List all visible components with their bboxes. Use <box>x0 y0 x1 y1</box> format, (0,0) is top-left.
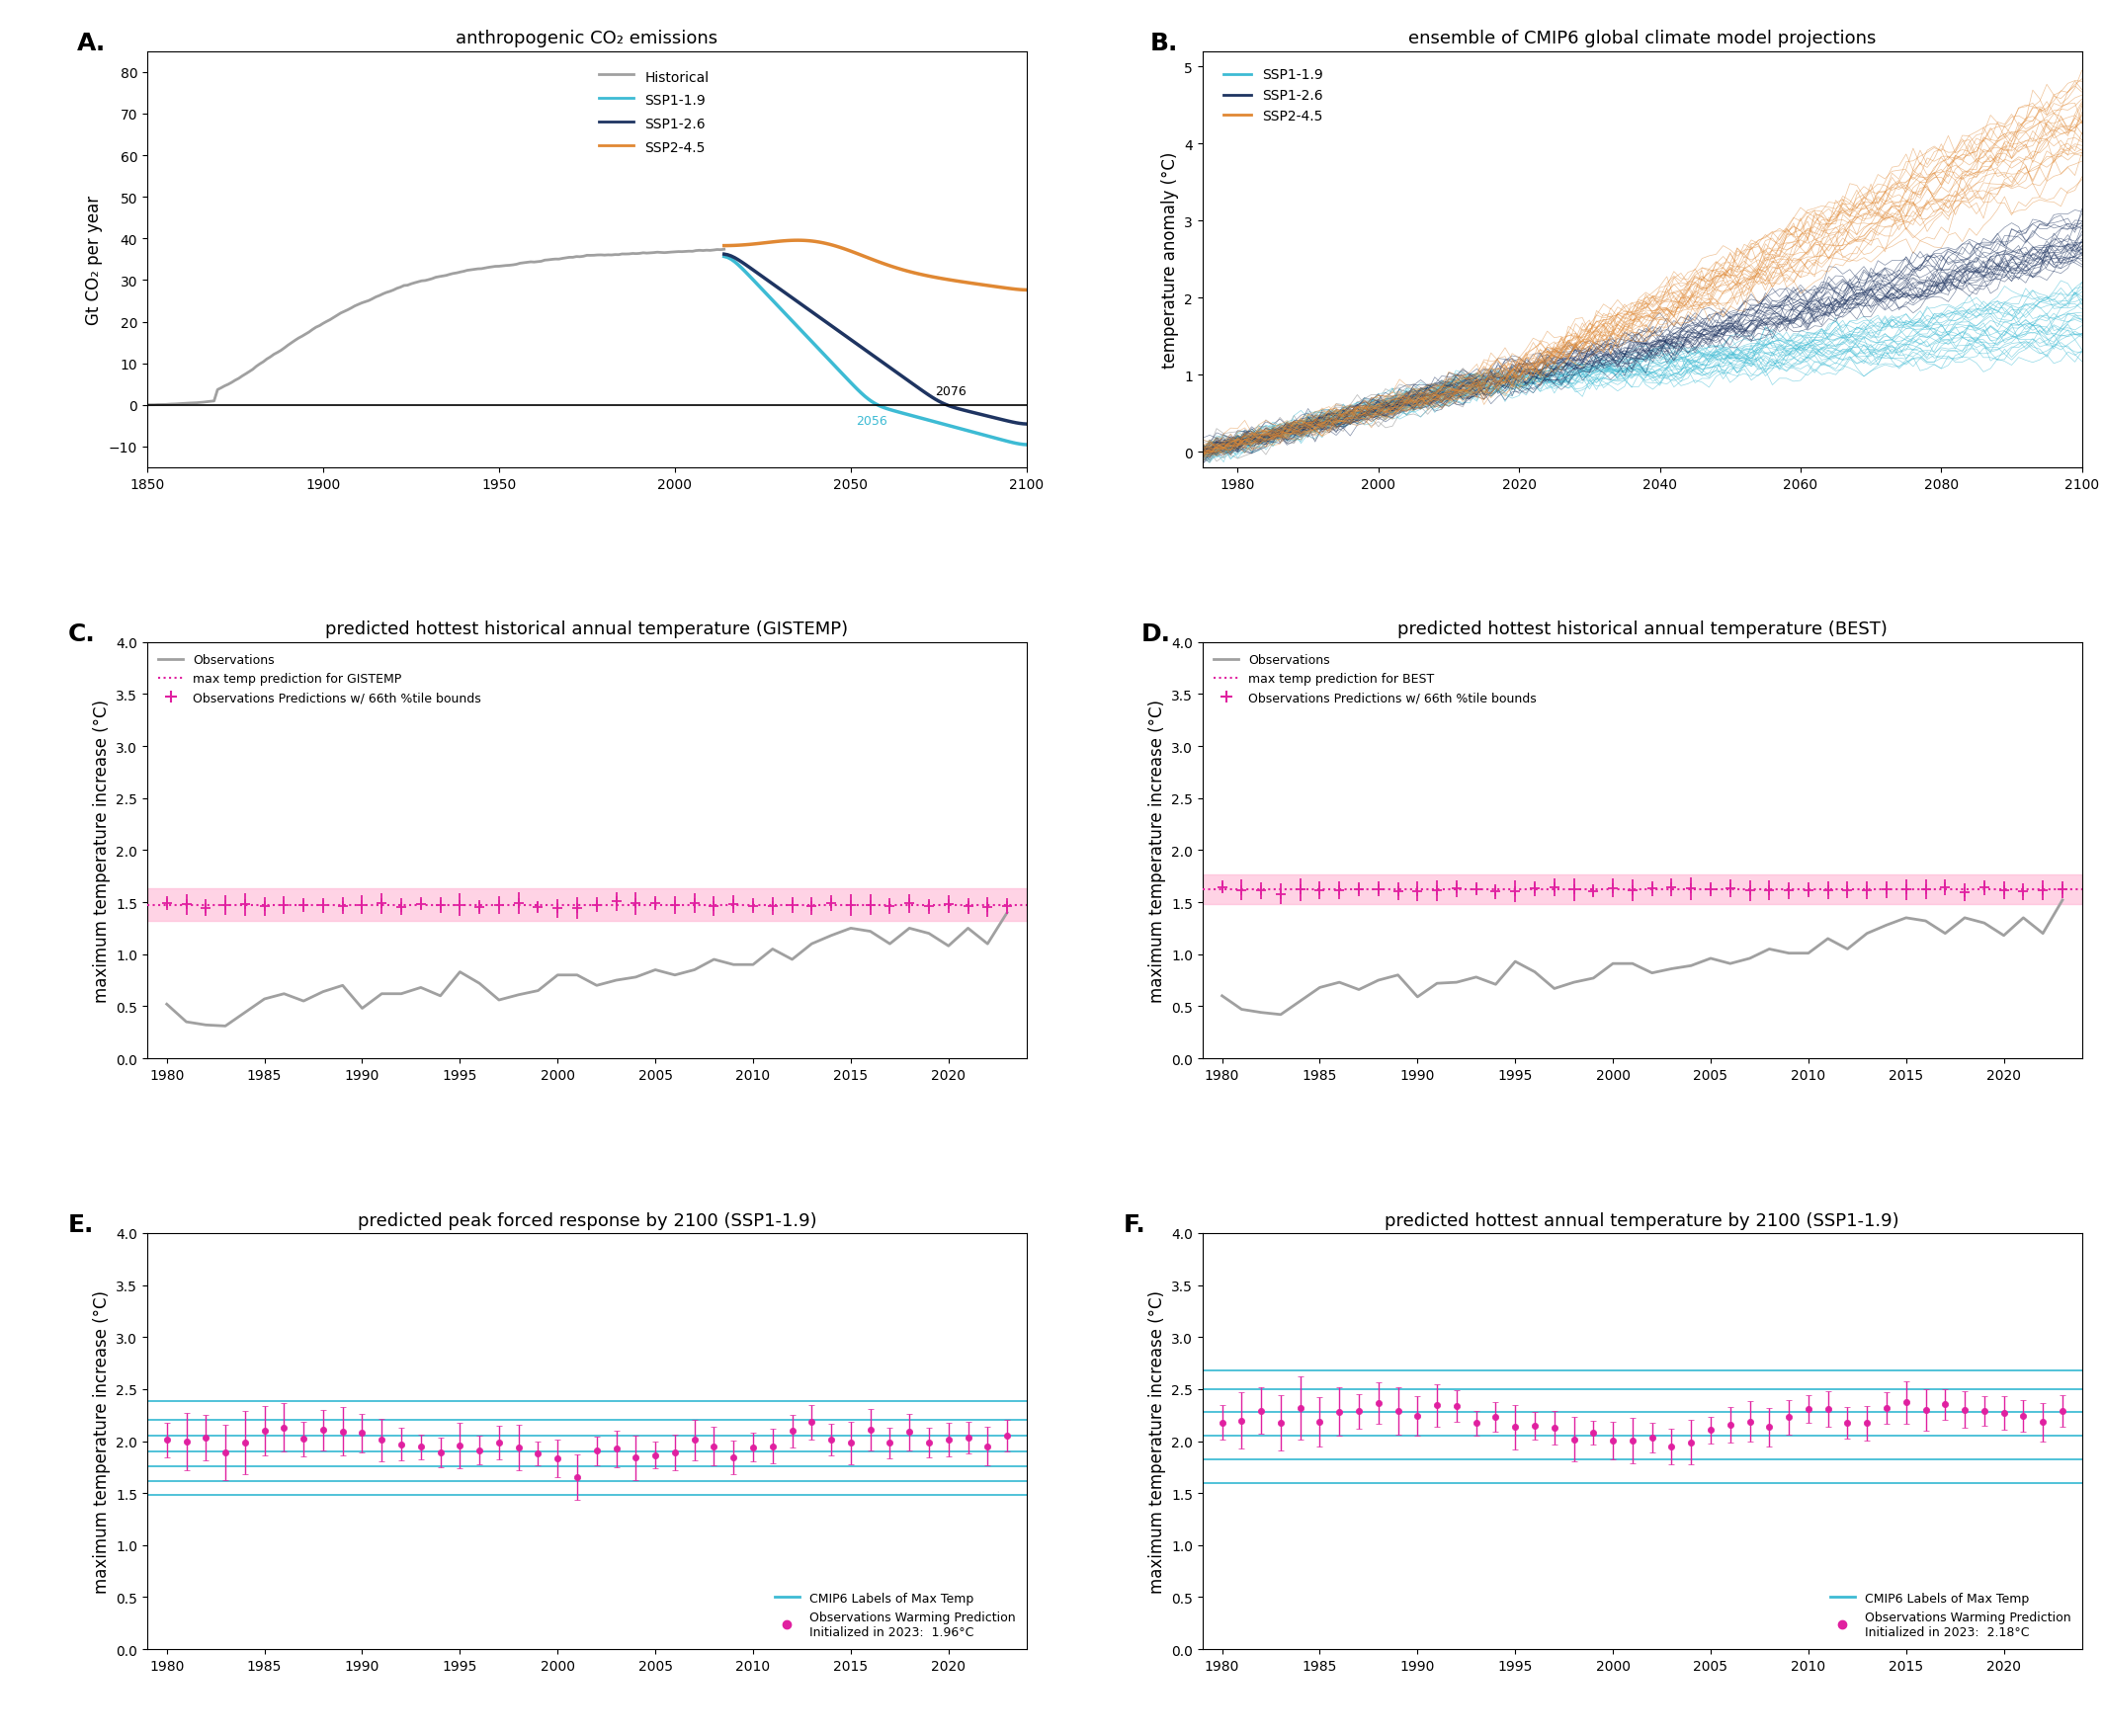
Title: predicted hottest historical annual temperature (GISTEMP): predicted hottest historical annual temp… <box>326 621 848 639</box>
Text: F.: F. <box>1123 1212 1146 1236</box>
Text: 2056: 2056 <box>856 415 887 427</box>
Y-axis label: maximum temperature increase (°C): maximum temperature increase (°C) <box>93 1290 109 1594</box>
Y-axis label: maximum temperature increase (°C): maximum temperature increase (°C) <box>1148 700 1165 1002</box>
Text: B.: B. <box>1150 31 1178 56</box>
Title: ensemble of CMIP6 global climate model projections: ensemble of CMIP6 global climate model p… <box>1409 30 1876 49</box>
Bar <box>147 889 1026 922</box>
Text: D.: D. <box>1142 621 1171 646</box>
Legend: CMIP6 Labels of Max Temp, Observations Warming Prediction
Initialized in 2023:  : CMIP6 Labels of Max Temp, Observations W… <box>1825 1587 2076 1642</box>
Text: C.: C. <box>67 621 95 646</box>
Legend: SSP1-1.9, SSP1-2.6, SSP2-4.5: SSP1-1.9, SSP1-2.6, SSP2-4.5 <box>1218 62 1329 128</box>
Y-axis label: maximum temperature increase (°C): maximum temperature increase (°C) <box>93 700 109 1002</box>
Text: 2076: 2076 <box>936 385 967 398</box>
Y-axis label: temperature anomaly (°C): temperature anomaly (°C) <box>1161 151 1178 368</box>
Title: predicted peak forced response by 2100 (SSP1-1.9): predicted peak forced response by 2100 (… <box>358 1212 816 1229</box>
Legend: CMIP6 Labels of Max Temp, Observations Warming Prediction
Initialized in 2023:  : CMIP6 Labels of Max Temp, Observations W… <box>770 1587 1020 1642</box>
Text: E.: E. <box>67 1212 95 1236</box>
Title: predicted hottest historical annual temperature (BEST): predicted hottest historical annual temp… <box>1396 621 1886 639</box>
Title: anthropogenic CO₂ emissions: anthropogenic CO₂ emissions <box>456 30 717 49</box>
Legend: Observations, max temp prediction for BEST, Observations Predictions w/ 66th %ti: Observations, max temp prediction for BE… <box>1209 649 1541 710</box>
Legend: Historical, SSP1-1.9, SSP1-2.6, SSP2-4.5: Historical, SSP1-1.9, SSP1-2.6, SSP2-4.5 <box>593 62 715 161</box>
Bar <box>1203 875 2082 904</box>
Text: A.: A. <box>78 31 105 56</box>
Title: predicted hottest annual temperature by 2100 (SSP1-1.9): predicted hottest annual temperature by … <box>1386 1212 1899 1229</box>
Y-axis label: maximum temperature increase (°C): maximum temperature increase (°C) <box>1148 1290 1165 1594</box>
Legend: Observations, max temp prediction for GISTEMP, Observations Predictions w/ 66th : Observations, max temp prediction for GI… <box>154 649 486 710</box>
Y-axis label: Gt CO₂ per year: Gt CO₂ per year <box>86 194 103 325</box>
